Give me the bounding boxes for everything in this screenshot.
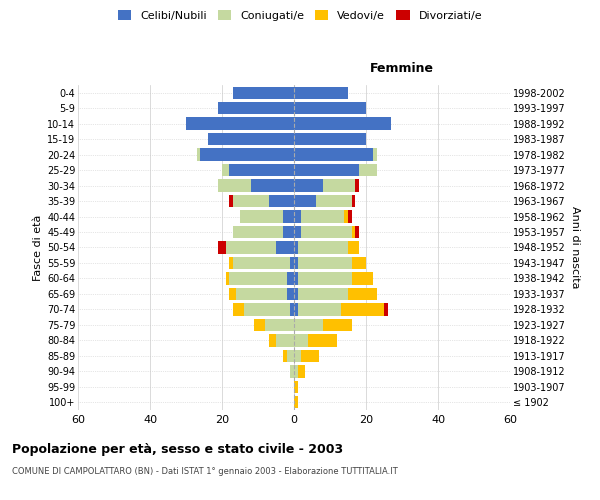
Bar [229, 257, 233, 269]
Bar [341, 303, 384, 316]
Bar [352, 272, 373, 284]
Bar [283, 350, 287, 362]
Bar [229, 195, 233, 207]
Bar [186, 118, 294, 130]
Bar [352, 257, 366, 269]
Bar [233, 226, 283, 238]
Bar [301, 226, 352, 238]
Bar [265, 318, 294, 331]
Bar [298, 272, 352, 284]
Bar [294, 210, 301, 222]
Bar [294, 350, 301, 362]
Bar [294, 133, 366, 145]
Bar [348, 288, 377, 300]
Bar [323, 180, 355, 192]
Bar [352, 226, 355, 238]
Bar [233, 303, 244, 316]
Bar [298, 365, 305, 378]
Y-axis label: Anni di nascita: Anni di nascita [570, 206, 580, 288]
Bar [287, 350, 294, 362]
Bar [294, 303, 298, 316]
Bar [323, 318, 352, 331]
Bar [251, 180, 294, 192]
Bar [294, 86, 348, 99]
Bar [233, 257, 290, 269]
Bar [290, 365, 294, 378]
Bar [218, 242, 226, 254]
Text: Femmine: Femmine [370, 62, 434, 75]
Bar [298, 303, 341, 316]
Bar [269, 195, 294, 207]
Y-axis label: Fasce di età: Fasce di età [32, 214, 43, 280]
Bar [294, 102, 366, 115]
Text: Popolazione per età, sesso e stato civile - 2003: Popolazione per età, sesso e stato civil… [12, 442, 343, 456]
Bar [301, 350, 319, 362]
Bar [226, 242, 276, 254]
Bar [294, 396, 298, 408]
Bar [254, 318, 265, 331]
Bar [287, 272, 294, 284]
Bar [233, 86, 294, 99]
Bar [316, 195, 352, 207]
Bar [294, 226, 301, 238]
Bar [373, 148, 377, 161]
Bar [298, 288, 348, 300]
Bar [355, 180, 359, 192]
Bar [208, 133, 294, 145]
Bar [352, 195, 355, 207]
Bar [294, 180, 323, 192]
Bar [298, 242, 348, 254]
Bar [294, 148, 373, 161]
Bar [222, 164, 229, 176]
Bar [233, 195, 269, 207]
Bar [269, 334, 276, 346]
Bar [348, 242, 359, 254]
Legend: Celibi/Nubili, Coniugati/e, Vedovi/e, Divorziati/e: Celibi/Nubili, Coniugati/e, Vedovi/e, Di… [113, 6, 487, 25]
Bar [294, 164, 359, 176]
Bar [276, 242, 294, 254]
Bar [290, 303, 294, 316]
Bar [290, 257, 294, 269]
Bar [197, 148, 200, 161]
Bar [359, 164, 377, 176]
Bar [229, 272, 287, 284]
Bar [298, 257, 352, 269]
Bar [294, 334, 308, 346]
Bar [283, 210, 294, 222]
Bar [226, 272, 229, 284]
Bar [294, 118, 391, 130]
Bar [294, 288, 298, 300]
Bar [294, 272, 298, 284]
Bar [348, 210, 352, 222]
Bar [276, 334, 294, 346]
Bar [301, 210, 344, 222]
Bar [287, 288, 294, 300]
Bar [283, 226, 294, 238]
Text: COMUNE DI CAMPOLATTARO (BN) - Dati ISTAT 1° gennaio 2003 - Elaborazione TUTTITAL: COMUNE DI CAMPOLATTARO (BN) - Dati ISTAT… [12, 468, 398, 476]
Bar [355, 226, 359, 238]
Bar [294, 195, 316, 207]
Bar [294, 380, 298, 393]
Bar [294, 318, 323, 331]
Bar [308, 334, 337, 346]
Bar [240, 210, 283, 222]
Bar [229, 164, 294, 176]
Bar [294, 242, 298, 254]
Bar [344, 210, 348, 222]
Bar [244, 303, 290, 316]
Bar [236, 288, 287, 300]
Bar [229, 288, 236, 300]
Bar [384, 303, 388, 316]
Bar [200, 148, 294, 161]
Bar [218, 102, 294, 115]
Bar [294, 257, 298, 269]
Bar [218, 180, 251, 192]
Bar [294, 365, 298, 378]
